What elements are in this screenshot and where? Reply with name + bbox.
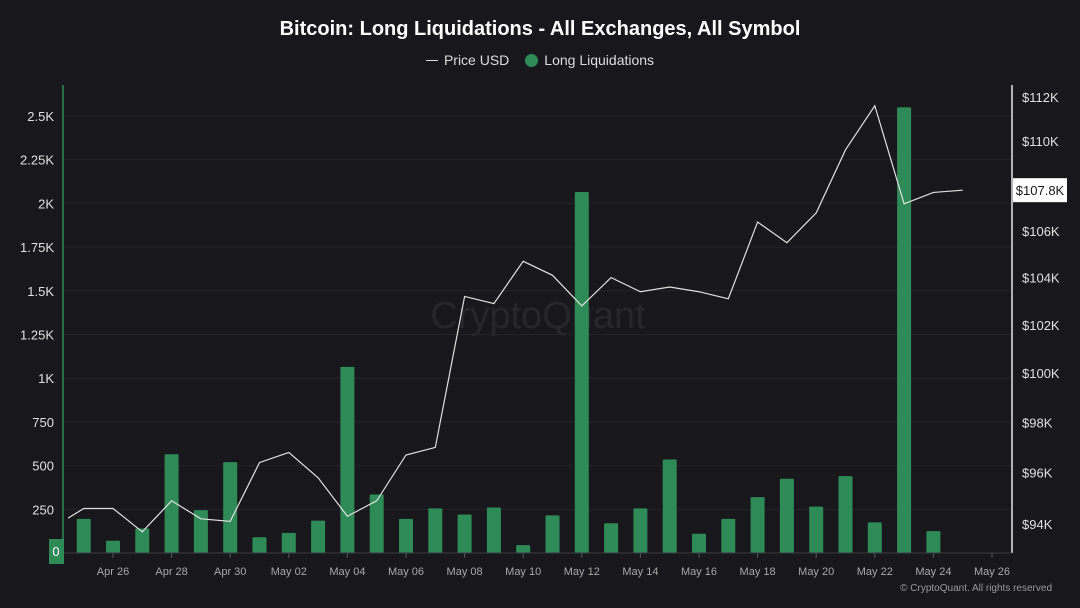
- y-left-tick-label: 2.25K: [20, 153, 54, 168]
- x-tick-label: May 08: [447, 566, 483, 578]
- bar-May 19: [779, 478, 794, 553]
- x-tick-label: Apr 28: [155, 566, 187, 578]
- line-swatch-icon: [425, 59, 438, 61]
- x-tick-label: May 20: [798, 566, 834, 578]
- y-left-tick-label: 2.5K: [27, 109, 54, 124]
- x-tick-label: May 04: [329, 566, 365, 578]
- price-line: [68, 104, 963, 533]
- bar-May 03: [311, 520, 326, 553]
- x-tick-label: May 02: [271, 566, 307, 578]
- x-tick-label: May 24: [915, 566, 951, 578]
- bar-May 10: [516, 545, 531, 553]
- y-left-tick-label: 250: [32, 502, 54, 517]
- bar-Apr 26: [106, 540, 120, 553]
- y-right-tick-label: $112K: [1022, 90, 1059, 105]
- y-right-tick-label: $102K: [1022, 318, 1060, 333]
- legend-label-liquidations: Long Liquidations: [544, 52, 655, 68]
- y-left-tick-label: 1.25K: [20, 328, 54, 343]
- x-tick-label: May 16: [681, 566, 717, 578]
- legend-liquidations[interactable]: Long Liquidations: [525, 52, 654, 68]
- bar-May 17: [721, 518, 736, 553]
- y-left-tick-label: 1.5K: [27, 284, 54, 299]
- y-right-tick-label: $104K: [1022, 271, 1060, 286]
- bar-May 12: [574, 192, 589, 553]
- bar-Apr 27: [135, 528, 150, 553]
- bar-May 22: [867, 522, 882, 553]
- bar-May 11: [545, 515, 560, 553]
- y-left-current-label-box: [49, 539, 64, 564]
- chart-title: Bitcoin: Long Liquidations - All Exchang…: [279, 18, 801, 40]
- bar-Apr 29: [193, 510, 208, 553]
- x-tick-label: May 06: [388, 566, 424, 578]
- bar-May 09: [486, 507, 501, 553]
- bar-May 20: [809, 506, 824, 553]
- legend: Price USD Long Liquidations: [0, 52, 1080, 68]
- bar-May 21: [838, 476, 853, 553]
- bar-May 14: [633, 508, 648, 553]
- x-tick-label: May 10: [505, 566, 541, 578]
- x-tick-label: Apr 30: [214, 566, 246, 578]
- y-right-tick-label: $110K: [1022, 134, 1059, 149]
- y-right-current-label-box: [1013, 178, 1067, 203]
- bar-May 05: [369, 494, 384, 553]
- x-tick-label: May 22: [857, 566, 893, 578]
- bar-May 23: [897, 107, 912, 553]
- y-left-tick-label: 500: [32, 459, 54, 474]
- bar-Apr 30: [223, 462, 238, 553]
- dot-swatch-icon: [525, 53, 539, 67]
- legend-label-price: Price USD: [443, 52, 510, 68]
- y-left-tick-label: 1K: [38, 371, 54, 386]
- bar-May 01: [252, 537, 267, 553]
- bar-May 15: [662, 459, 677, 553]
- bar-May 24: [926, 531, 941, 553]
- y-right-tick-label: $98K: [1022, 415, 1053, 430]
- bar-May 16: [692, 533, 706, 553]
- y-left-tick-label: 750: [32, 415, 54, 430]
- bar-May 18: [750, 497, 765, 553]
- bar-May 02: [281, 532, 296, 553]
- bar-May 06: [399, 518, 413, 553]
- y-right-tick-label: $94K: [1022, 517, 1053, 532]
- x-tick-label: Apr 26: [97, 566, 129, 578]
- bar-May 07: [428, 508, 443, 553]
- y-right-tick-label: $100K: [1022, 366, 1060, 381]
- x-tick-label: May 14: [622, 566, 658, 578]
- y-left-tick-label: 2K: [38, 196, 54, 211]
- y-right-tick-label: $106K: [1022, 224, 1060, 239]
- bar-Apr 28: [164, 454, 179, 553]
- x-tick-label: May 18: [740, 566, 776, 578]
- copyright: © CryptoQuant. All rights reserved: [900, 583, 1052, 594]
- bar-May 13: [604, 523, 619, 553]
- bar-May 08: [457, 514, 472, 553]
- bar-Apr 25: [76, 518, 91, 553]
- y-left-current-label: 0: [52, 544, 59, 559]
- y-right-tick-label: $96K: [1022, 466, 1053, 481]
- y-right-current-label: $107.8K: [1016, 183, 1065, 198]
- x-tick-label: May 26: [974, 566, 1010, 578]
- watermark: CryptoQuant: [430, 295, 646, 337]
- bar-May 04: [340, 366, 355, 553]
- x-tick-label: May 12: [564, 566, 600, 578]
- y-left-tick-label: 1.75K: [20, 240, 54, 255]
- legend-price[interactable]: Price USD: [425, 52, 510, 68]
